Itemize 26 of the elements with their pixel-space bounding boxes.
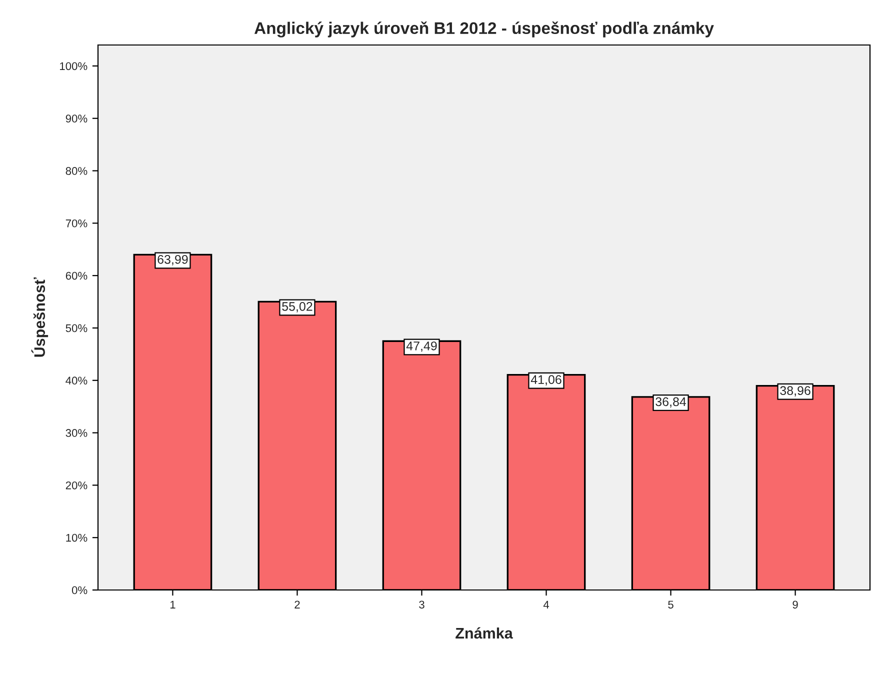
data-label: 47,49 [406, 341, 437, 352]
data-label: 38,96 [780, 386, 810, 396]
y-tick-label: 10% [66, 534, 88, 542]
y-tick-label: 60% [66, 272, 88, 280]
x-tick-label: 4 [543, 600, 550, 608]
y-tick-label: 90% [66, 114, 88, 122]
y-tick-label: 0% [72, 586, 88, 594]
x-axis-title: Známka [456, 627, 513, 639]
chart-title: Anglický jazyk úroveň B1 2012 - úspešnosť podľa známky [254, 21, 714, 38]
x-tick-label: 1 [170, 600, 176, 608]
y-tick-label: 80% [66, 167, 88, 175]
y-tick-label: 100% [60, 62, 88, 70]
x-tick-label: 9 [792, 600, 798, 609]
data-label: 36,84 [656, 397, 686, 408]
data-label: 41,06 [530, 375, 562, 386]
data-label: 63,99 [158, 255, 188, 266]
x-tick-label: 5 [668, 600, 674, 609]
y-tick-label: 70% [66, 219, 88, 228]
x-tick-label: 2 [294, 600, 300, 608]
y-tick-label: 30% [66, 429, 88, 437]
data-label: 55,02 [282, 302, 312, 312]
y-tick-label: 40% [66, 376, 88, 385]
y-tick-label: 50% [66, 324, 88, 332]
y-tick-label: 20% [66, 481, 88, 490]
x-tick-label: 3 [419, 600, 424, 609]
y-axis-title: Úspešnosť [31, 277, 48, 357]
